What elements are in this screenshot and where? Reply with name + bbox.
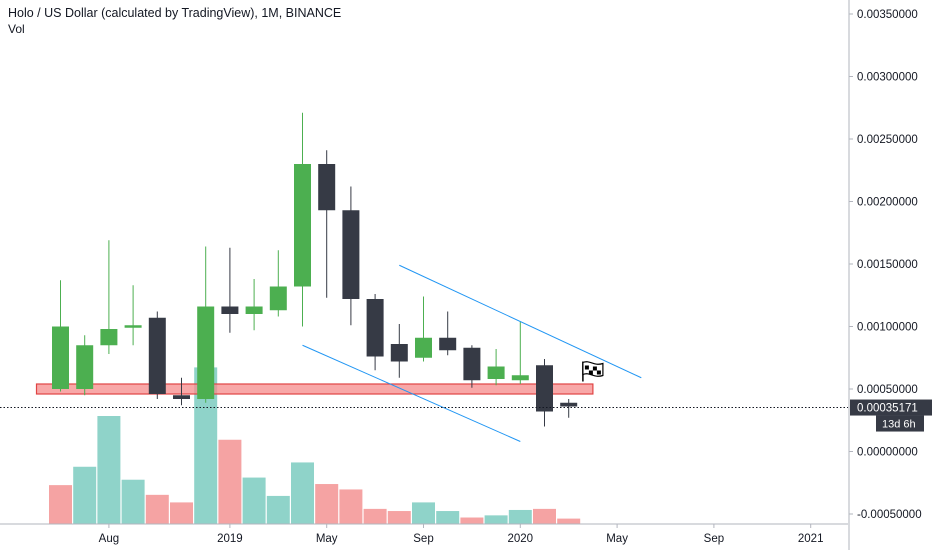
time-tick-label: Sep — [704, 533, 724, 545]
candle-up — [197, 306, 215, 399]
candle-down — [560, 402, 578, 407]
countdown-label: 13d 6h — [882, 419, 916, 431]
price-tick-label: 0.00300000 — [857, 72, 918, 84]
last-price-badge — [850, 399, 932, 416]
last-price-label: 0.00035171 — [857, 403, 918, 415]
volume-bar — [460, 517, 484, 524]
candle-up — [76, 345, 94, 389]
candle-up — [415, 337, 432, 358]
channel-lower-line — [302, 344, 521, 442]
volume-bar — [315, 484, 339, 524]
price-tick-label: -0.00050000 — [857, 509, 922, 521]
volume-bar — [557, 518, 581, 524]
volume-bar — [266, 495, 290, 524]
volume-bar — [73, 466, 97, 524]
volume-bar — [242, 477, 266, 524]
candle-up — [269, 286, 287, 311]
volume-bar — [533, 508, 556, 524]
volume-bar — [145, 494, 169, 524]
candle-up — [100, 329, 118, 346]
volume-bar — [484, 515, 508, 524]
volume-bar — [291, 462, 314, 524]
volume-bar — [412, 502, 435, 524]
candle-up — [52, 326, 69, 389]
volume-bar — [49, 485, 72, 524]
candles-layer — [52, 112, 578, 427]
price-tick-label: 0.00100000 — [857, 322, 918, 334]
candle-down — [342, 210, 360, 299]
volume-bar — [339, 489, 363, 524]
candle-down — [536, 365, 553, 412]
candle-down — [221, 306, 239, 314]
candle-up — [511, 375, 529, 381]
volume-bar — [194, 367, 218, 524]
time-tick-label: 2020 — [508, 533, 534, 545]
candle-down — [173, 395, 190, 399]
time-tick-label: Sep — [413, 533, 433, 545]
candle-down — [148, 317, 166, 394]
volume-bar — [218, 439, 242, 524]
price-tick-label: 0.00050000 — [857, 384, 918, 396]
countdown-badge — [876, 415, 924, 432]
candle-down — [366, 299, 384, 357]
candle-up — [245, 306, 263, 314]
volume-bar — [121, 479, 145, 524]
price-tick-label: 0.00000000 — [857, 447, 918, 459]
candle-up — [294, 164, 311, 287]
candle-down — [318, 164, 336, 211]
volume-pane — [49, 367, 581, 524]
price-tick-label: 0.00200000 — [857, 197, 918, 209]
channel-upper-line — [399, 264, 642, 379]
price-tick-label: 0.00250000 — [857, 134, 918, 146]
candle-up — [124, 325, 142, 328]
flag-icon — [582, 361, 604, 382]
candle-up — [487, 366, 505, 379]
volume-label: Vol — [8, 22, 25, 36]
volume-bar — [436, 511, 460, 524]
time-tick-label: 2021 — [798, 533, 824, 545]
volume-bar — [97, 416, 121, 524]
candle-down — [439, 337, 457, 351]
volume-bar — [170, 502, 193, 524]
candle-down — [463, 347, 481, 381]
support-zone — [35, 383, 594, 395]
time-tick-label: May — [606, 533, 628, 545]
volume-bar — [508, 509, 532, 524]
candle-down — [390, 344, 408, 362]
time-tick-label: 2019 — [217, 533, 243, 545]
volume-bar — [363, 508, 387, 524]
time-tick-label: May — [316, 533, 338, 545]
price-tick-label: 0.00150000 — [857, 259, 918, 271]
chart-title: Holo / US Dollar (calculated by TradingV… — [8, 6, 342, 20]
volume-bar — [387, 511, 411, 524]
time-tick-label: Aug — [99, 533, 119, 545]
price-tick-label: 0.00350000 — [857, 9, 918, 21]
